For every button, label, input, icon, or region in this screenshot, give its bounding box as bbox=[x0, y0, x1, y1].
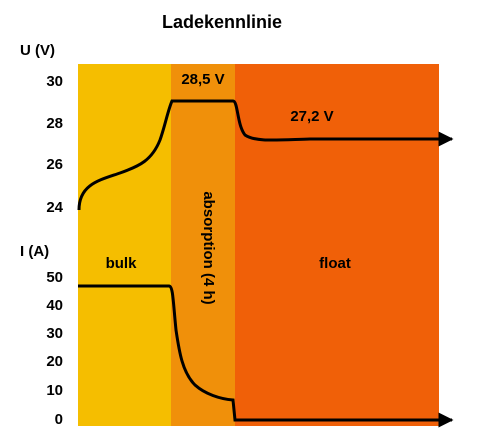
current-curve bbox=[78, 284, 454, 428]
current-tick-0: 0 bbox=[55, 411, 63, 428]
current-tick-50: 50 bbox=[46, 269, 63, 286]
phase-bulk-label: bulk bbox=[106, 255, 137, 272]
chart-title: Ladekennlinie bbox=[162, 12, 282, 32]
voltage-tick-26: 26 bbox=[46, 156, 63, 173]
absorption-voltage-label: 28,5 V bbox=[181, 71, 224, 88]
phase-bulk-region bbox=[78, 64, 171, 426]
voltage-tick-30: 30 bbox=[46, 73, 63, 90]
phase-float-label: float bbox=[319, 255, 351, 272]
current-axis-label: I (A) bbox=[20, 243, 49, 260]
current-tick-20: 20 bbox=[46, 353, 63, 370]
voltage-tick-28: 28 bbox=[46, 115, 63, 132]
voltage-curve bbox=[77, 99, 454, 211]
phase-absorption-region bbox=[171, 64, 235, 426]
current-tick-30: 30 bbox=[46, 325, 63, 342]
voltage-axis-label: U (V) bbox=[20, 42, 55, 59]
float-voltage-label: 27,2 V bbox=[290, 108, 333, 125]
phase-float-region bbox=[235, 64, 439, 426]
current-tick-40: 40 bbox=[46, 297, 63, 314]
current-tick-10: 10 bbox=[46, 382, 63, 399]
phase-absorption-label: absorption (4 h) bbox=[200, 191, 217, 304]
voltage-tick-24: 24 bbox=[46, 199, 63, 216]
